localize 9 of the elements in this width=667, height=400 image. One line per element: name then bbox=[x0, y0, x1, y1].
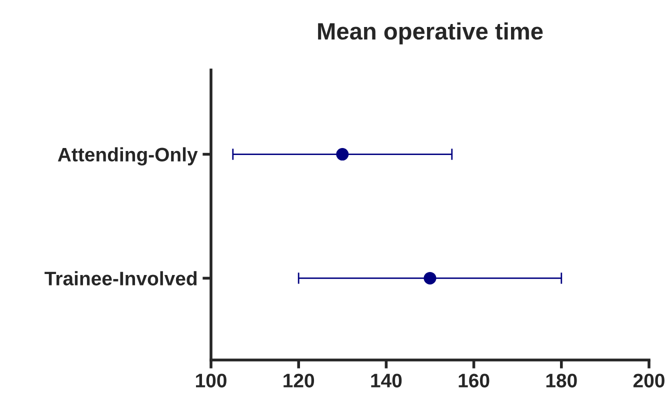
chart-title: Mean operative time bbox=[318, 22, 543, 44]
x-tick-label: 200 bbox=[633, 374, 664, 388]
x-tick-label: 100 bbox=[196, 374, 226, 388]
x-tick-label: 140 bbox=[371, 374, 402, 388]
y-tick-label: Trainee-Involved bbox=[44, 271, 197, 286]
x-tick-label: 180 bbox=[546, 374, 577, 388]
x-tick-label: 120 bbox=[284, 374, 314, 388]
x-tick-label: 160 bbox=[458, 374, 490, 388]
y-tick-label: Attending-Only bbox=[58, 147, 198, 166]
